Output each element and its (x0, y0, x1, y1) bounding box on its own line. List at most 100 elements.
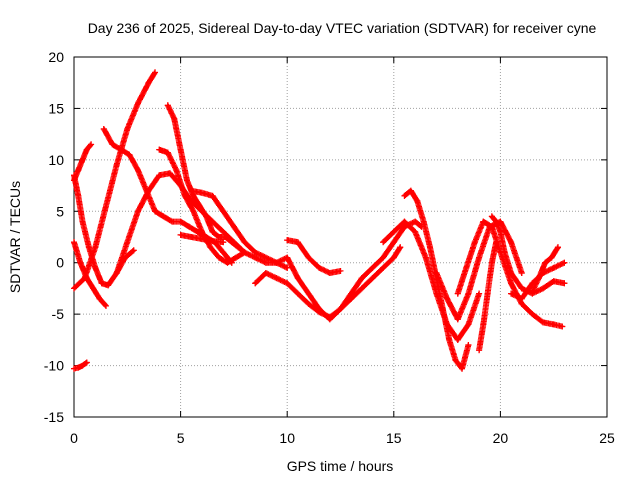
data-point (358, 285, 365, 292)
series-track-21 (529, 244, 561, 295)
y-axis-label: SDTVAR / TECUs (7, 181, 23, 293)
data-point (160, 213, 167, 220)
data-point (145, 79, 152, 86)
data-point (284, 280, 291, 287)
data-point (152, 69, 159, 76)
data-point (380, 254, 387, 261)
data-point (85, 244, 92, 251)
data-point (71, 285, 77, 292)
data-point (186, 223, 193, 230)
data-point (294, 275, 301, 282)
data-point (337, 267, 344, 274)
data-point (209, 228, 216, 235)
data-point (550, 321, 557, 328)
data-point (444, 295, 451, 302)
data-point (518, 270, 525, 276)
data-point (124, 126, 131, 132)
data-point (488, 223, 495, 230)
data-point (326, 270, 333, 276)
series-track-5 (71, 359, 90, 372)
data-point (188, 187, 195, 194)
data-point (164, 102, 171, 109)
data-point (465, 290, 472, 297)
data-point (164, 149, 171, 156)
data-point (166, 170, 173, 177)
data-point (215, 254, 222, 261)
y-tick-label: -15 (44, 409, 64, 425)
data-point (529, 311, 536, 318)
data-point (540, 319, 547, 326)
data-point (518, 300, 525, 307)
data-point (465, 342, 472, 348)
data-point (390, 228, 397, 235)
x-tick-label: 25 (599, 430, 615, 446)
data-point (241, 249, 248, 256)
data-point (284, 254, 291, 261)
data-point (369, 275, 376, 282)
data-point (152, 208, 159, 215)
data-point (554, 244, 561, 251)
data-point (488, 259, 495, 266)
series-track-4 (71, 141, 95, 184)
series-track-9 (156, 146, 291, 271)
data-point (401, 192, 408, 199)
x-tick-label: 5 (177, 430, 185, 446)
data-point (262, 254, 269, 261)
data-point (233, 254, 240, 261)
data-point (454, 316, 461, 323)
x-tick-label: 10 (279, 430, 295, 446)
data-point (145, 187, 152, 194)
data-point (241, 239, 248, 246)
y-tick-label: 15 (48, 100, 64, 116)
data-point (130, 247, 137, 254)
data-point (102, 203, 109, 210)
data-point (459, 365, 466, 372)
data-point (235, 244, 242, 251)
data-point (228, 239, 235, 246)
data-point (401, 223, 408, 230)
data-point (454, 290, 461, 297)
data-point (390, 239, 397, 246)
data-point (83, 275, 90, 282)
data-point (252, 249, 259, 256)
data-point (380, 264, 387, 271)
data-point (273, 259, 280, 266)
data-point (540, 285, 547, 292)
data-point (105, 282, 112, 289)
data-point (439, 306, 446, 312)
data-point (203, 213, 210, 220)
data-point (98, 280, 105, 287)
data-point (88, 141, 95, 148)
data-point (305, 300, 312, 307)
data-point (177, 231, 184, 238)
data-point (497, 228, 504, 235)
data-point (452, 357, 459, 364)
y-tick-label: 20 (48, 49, 64, 65)
data-point (79, 156, 86, 163)
data-point (75, 167, 82, 174)
series-track-15 (401, 187, 472, 372)
data-point (156, 172, 163, 179)
data-point (171, 115, 178, 122)
data-point (561, 259, 568, 266)
data-point (77, 259, 84, 266)
series-track-18 (476, 239, 500, 354)
data-point (71, 239, 77, 246)
x-axis-label: GPS time / hours (287, 458, 394, 474)
data-point (188, 234, 195, 240)
data-point (433, 270, 440, 276)
y-tick-label: -5 (52, 306, 65, 322)
data-point (326, 314, 333, 321)
data-point (92, 264, 99, 271)
data-point (508, 270, 515, 276)
series-track-12 (252, 218, 425, 321)
data-point (316, 309, 323, 316)
data-point (220, 239, 227, 246)
data-point (550, 264, 557, 271)
data-point (305, 290, 312, 297)
data-point (181, 192, 188, 199)
data-point (561, 280, 568, 287)
data-point (134, 100, 141, 107)
data-point (156, 146, 163, 153)
